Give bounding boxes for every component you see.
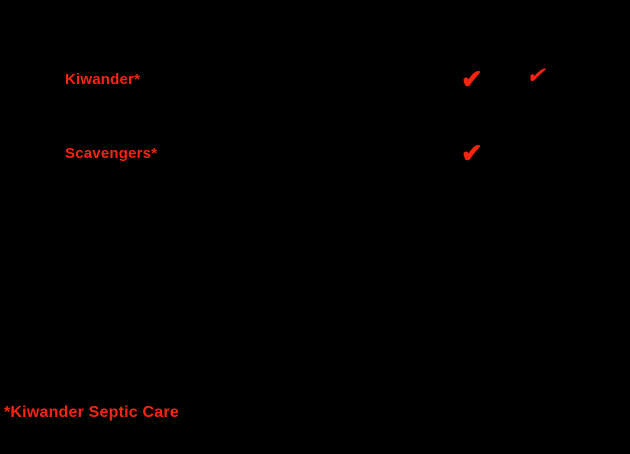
check-icon: ✔ [461,138,483,168]
footnote-text: *Kiwander Septic Care [4,404,179,421]
row-label-2: Scavengers* [65,145,158,162]
check-icon: ✔ [461,64,483,94]
row-label-1: Kiwander* [65,71,141,88]
check-icon: ✔ [526,62,546,88]
